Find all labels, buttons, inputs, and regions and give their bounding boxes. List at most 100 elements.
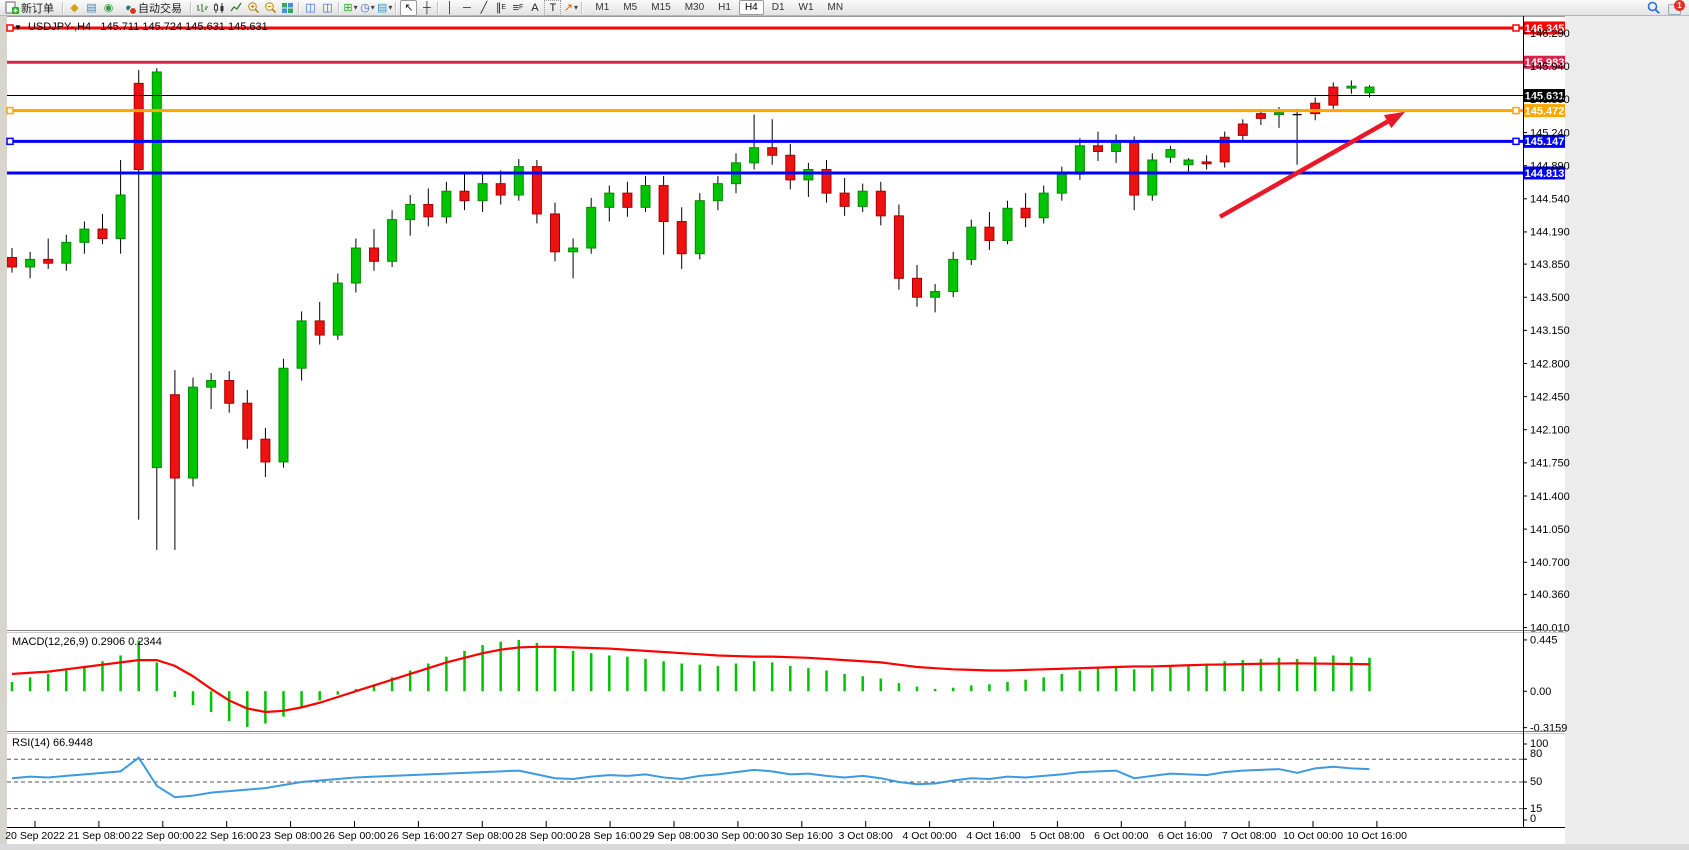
candle-down (423, 203, 434, 218)
notifications-icon[interactable]: 1 (1668, 0, 1685, 15)
macd-histogram-bar (137, 640, 140, 692)
new-order-button[interactable]: 新订单 (21, 2, 54, 15)
price-tick-label: 142.450 (1530, 391, 1570, 403)
cursor-icon[interactable]: ↖ (400, 0, 418, 16)
candle-up (79, 228, 90, 243)
macd-histogram-bar (1205, 663, 1208, 692)
macd-histogram-bar (10, 682, 14, 692)
support-line-upper-anchor[interactable] (1512, 137, 1520, 146)
signals-icon[interactable]: ◉ (103, 2, 114, 14)
macd-histogram-bar (1368, 657, 1371, 692)
candle-down (495, 183, 506, 196)
macd-histogram-bar (372, 684, 376, 692)
auto-trading-button[interactable]: 自动交易 (138, 2, 182, 15)
pivot-line-anchor[interactable] (1512, 106, 1520, 115)
macd-histogram-bar (1313, 656, 1317, 692)
notification-count-badge: 1 (1674, 0, 1685, 11)
candle-up (296, 320, 307, 369)
auto-trading-icon[interactable]: ● (121, 1, 137, 15)
price-tag-text: 146.345 (1525, 23, 1565, 35)
candle-down (875, 190, 886, 217)
candle-down (893, 215, 904, 279)
candle-down (97, 228, 108, 240)
period-selector-icon[interactable]: ◷ ▾ (360, 2, 375, 14)
macd-histogram-bar (752, 661, 756, 692)
macd-histogram-bar (1295, 658, 1299, 692)
candle-up (278, 367, 289, 463)
trend-arrow-head[interactable] (1383, 111, 1405, 129)
tile-windows-icon[interactable] (280, 1, 295, 15)
macd-histogram-bar (155, 662, 159, 692)
toolbar-separator (338, 1, 340, 14)
toolbar-separator (298, 1, 300, 14)
chart-symbol-period: USDJPY-,H4 (27, 21, 92, 33)
time-tick-label: 20 Sep 2022 (5, 830, 65, 842)
vertical-line-icon[interactable]: │ (446, 1, 454, 14)
macd-histogram-bar (227, 691, 231, 722)
macd-histogram-bar (1223, 661, 1226, 692)
timeframe-MN[interactable]: MN (827, 2, 844, 13)
macd-histogram-bar (879, 678, 883, 692)
crosshair-icon[interactable]: ┼ (423, 1, 431, 14)
timeframe-D1[interactable]: D1 (771, 2, 785, 13)
timeframe-M5[interactable]: M5 (623, 2, 638, 13)
timeframe-M15[interactable]: M15 (651, 2, 671, 13)
pivot-line-anchor[interactable] (6, 106, 14, 115)
macd-histogram-bar (1042, 677, 1045, 692)
macd-histogram-bar (209, 691, 213, 712)
price-tag-145.631 (1524, 89, 1565, 103)
line-chart-icon[interactable] (229, 1, 244, 15)
rsi-tick-label: 15 (1530, 803, 1542, 815)
indicator-window-alt-icon[interactable]: ◫ (322, 2, 333, 14)
candle-down (1093, 145, 1103, 152)
arrows-icon[interactable]: ↗ ▾ (563, 2, 579, 14)
candle-up (1183, 159, 1194, 166)
new-order-icon[interactable] (4, 1, 19, 15)
time-axis[interactable]: 20 Sep 2022 21 Sep 08:00 22 Sep 00:00 22 Se… (5, 821, 1407, 842)
timeframe-M30[interactable]: M30 (684, 2, 705, 13)
trendline-icon[interactable]: ╱ (480, 2, 488, 14)
resistance-line-upper-anchor[interactable] (1512, 24, 1520, 32)
symbol-dropdown-icon[interactable]: ▼ (14, 23, 22, 32)
data-window-icon[interactable]: ▤ (86, 2, 97, 14)
candle-down (785, 154, 796, 181)
fibonacci-icon[interactable]: ≡ F (512, 1, 524, 14)
macd-indicator-label: MACD(12,26,9) 0.2906 0.2344 (12, 636, 162, 648)
macd-histogram-bar (173, 691, 177, 697)
new-chart-icon[interactable]: ⊞ ▾ (343, 2, 358, 14)
text-icon[interactable]: A (531, 1, 539, 14)
candle-up (115, 194, 126, 240)
timeframe-W1[interactable]: W1 (798, 2, 814, 13)
timeframe-H4[interactable]: H4 (738, 0, 764, 15)
horizontal-line-icon[interactable]: ─ (463, 1, 471, 14)
timeframe-H1[interactable]: H1 (718, 2, 731, 13)
support-line-upper-anchor[interactable] (6, 137, 14, 146)
resistance-line-upper-anchor[interactable] (6, 24, 14, 32)
candle-down (550, 213, 560, 253)
candlestick-chart-icon[interactable] (212, 1, 227, 15)
search-icon[interactable] (1646, 1, 1661, 15)
candle-up (513, 166, 524, 196)
market-watch-icon[interactable]: ◆ (70, 2, 79, 14)
chart-title: ▼ USDJPY-,H4 145.711 145.724 145.631 145… (14, 21, 268, 33)
zoom-out-icon[interactable] (263, 1, 278, 15)
zoom-in-icon[interactable] (246, 1, 261, 15)
template-icon[interactable]: ▤ ▾ (377, 2, 393, 14)
chart-canvas[interactable]: 146.345 145.983 145.631 145.472 145.147 144.8… (0, 16, 1689, 850)
text-label-icon[interactable]: T (544, 0, 562, 16)
auto-trading-stop-dot (129, 6, 137, 15)
candle-up (477, 183, 488, 202)
macd-tick-label: -0.3159 (1530, 722, 1567, 734)
price-tag-145.983 (1524, 55, 1565, 69)
candle-up (712, 183, 723, 202)
candle-down (1328, 86, 1339, 106)
bar-chart-icon[interactable] (195, 1, 210, 15)
trend-arrow-shaft[interactable] (1218, 119, 1389, 219)
equidistant-channel-icon[interactable]: ∥ E (495, 2, 506, 14)
macd-histogram-bar (1187, 664, 1190, 692)
candle-up (1038, 192, 1049, 219)
timeframe-M1[interactable]: M1 (595, 2, 610, 13)
indicator-window-icon[interactable]: ◫ (305, 2, 316, 14)
price-axis[interactable]: 146.290 145.940 145.590 145.240 144.890 144.5… (1523, 28, 1570, 634)
